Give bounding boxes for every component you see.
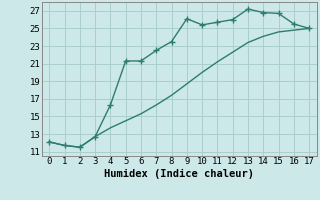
X-axis label: Humidex (Indice chaleur): Humidex (Indice chaleur) <box>104 169 254 179</box>
